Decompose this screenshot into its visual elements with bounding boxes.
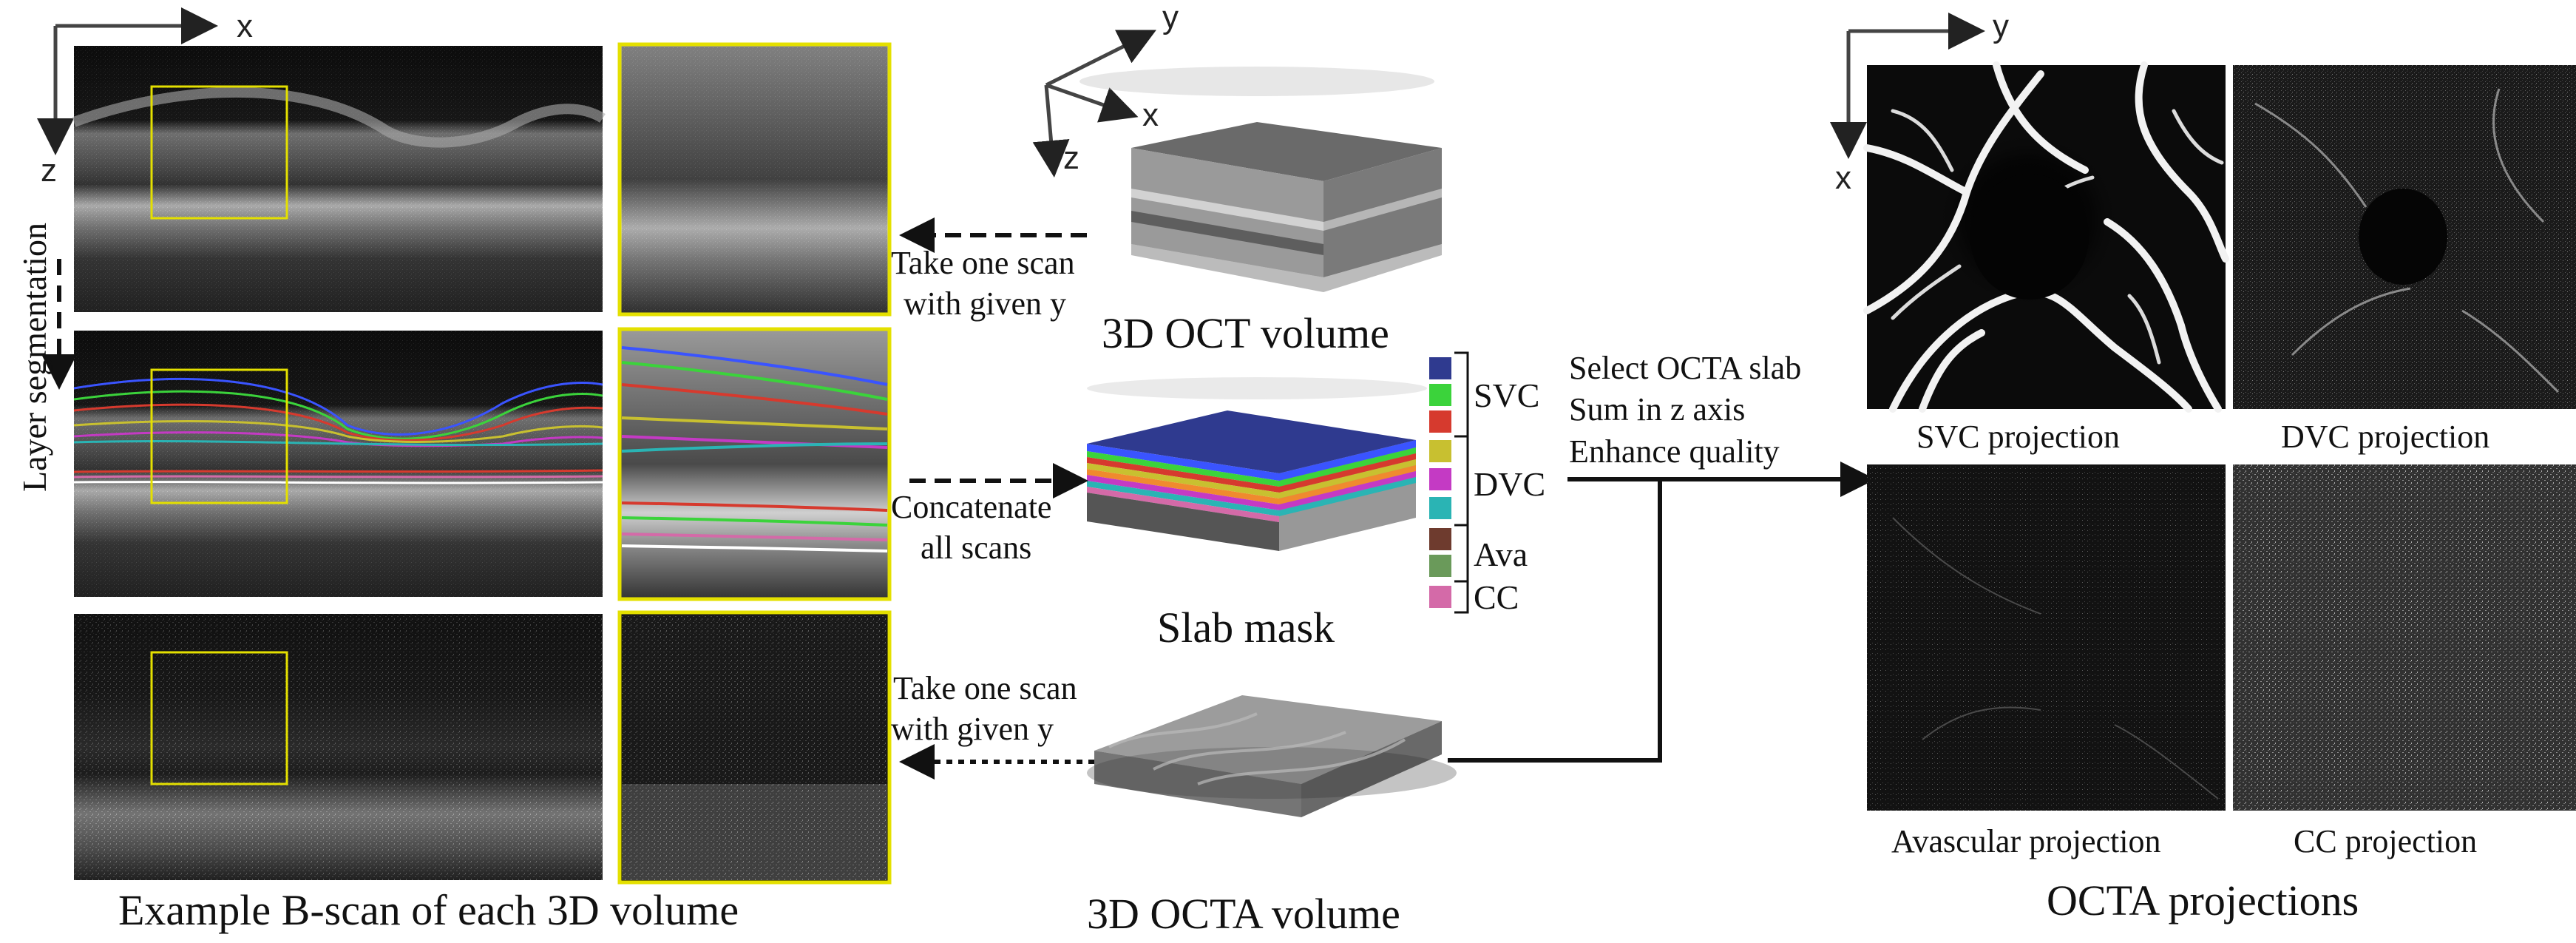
arrow1-line2: with given y — [904, 285, 1066, 322]
arrow2-line2: all scans — [921, 530, 1031, 566]
arrow-take-scan-octa: Take one scan with given y — [891, 670, 1094, 780]
arrow3-line2: with given y — [891, 711, 1054, 747]
left-axis-z-label: z — [41, 152, 57, 189]
process-step-2: Sum in z axis — [1569, 391, 1745, 427]
oct-volume-caption: 3D OCT volume — [1102, 309, 1389, 357]
legend-label-dvc: DVC — [1474, 465, 1545, 503]
avascular-projection-label: Avascular projection — [1891, 823, 2160, 859]
projection-axis-x-label: x — [1835, 160, 1851, 196]
dvc-projection-image — [2233, 65, 2576, 409]
legend-swatch-7 — [1429, 528, 1451, 550]
arrow2-line1: Concatenate — [891, 489, 1051, 525]
legend: SVC DVC Ava CC — [1429, 351, 1545, 616]
segmented-bscan — [73, 331, 603, 597]
slab-mask-volume — [1087, 377, 1427, 551]
layer-segmentation-annotation: Layer segmentation — [16, 223, 77, 492]
octa-bscan — [74, 614, 603, 880]
octa-bscan-zoom — [617, 610, 892, 885]
volume-axes: y x z — [1032, 0, 1179, 178]
legend-swatch-6 — [1429, 497, 1451, 519]
projection-axis-y-label: y — [1993, 8, 2009, 44]
dvc-projection-label: DVC projection — [2281, 419, 2489, 455]
legend-swatch-5 — [1429, 468, 1451, 490]
legend-label-ava: Ava — [1474, 535, 1528, 573]
legend-swatch-3 — [1429, 410, 1451, 433]
slab-mask-caption: Slab mask — [1157, 604, 1335, 652]
legend-swatch-1 — [1429, 357, 1451, 379]
volume-axis-z-label: z — [1063, 140, 1079, 176]
svc-projection-image — [1863, 61, 2229, 413]
legend-label-svc: SVC — [1474, 376, 1539, 414]
left-caption: Example B-scan of each 3D volume — [118, 886, 739, 934]
octa-volume — [1087, 695, 1457, 817]
arrow1-line1: Take one scan — [891, 245, 1075, 281]
projection-axes: y x — [1830, 8, 2009, 196]
process-step-1: Select OCTA slab — [1569, 350, 1801, 386]
avascular-projection-image — [1867, 464, 2226, 811]
layer-segmentation-label: Layer segmentation — [16, 223, 53, 492]
segmented-bscan-zoom — [617, 327, 892, 601]
arrow-concatenate: Concatenate all scans — [891, 463, 1088, 566]
process-steps: Select OCTA slab Sum in z axis Enhance q… — [1448, 350, 1876, 763]
cc-projection-image — [2233, 464, 2576, 811]
left-axes: x z — [37, 7, 253, 189]
arrow3-line1: Take one scan — [893, 670, 1077, 706]
left-axis-x-label: x — [237, 8, 253, 44]
legend-swatch-9 — [1429, 586, 1451, 608]
cc-projection-label: CC projection — [2294, 823, 2477, 859]
volume-axis-y-label: y — [1162, 0, 1179, 36]
projections-caption: OCTA projections — [2047, 876, 2359, 925]
oct-bscan — [72, 46, 606, 312]
octa-volume-caption: 3D OCTA volume — [1087, 890, 1400, 938]
legend-swatch-8 — [1429, 555, 1451, 577]
legend-label-cc: CC — [1474, 578, 1519, 616]
oct-bscan-zoom — [617, 42, 892, 317]
oct-volume — [1079, 67, 1442, 292]
legend-swatch-4 — [1429, 440, 1451, 462]
process-step-3: Enhance quality — [1569, 433, 1780, 470]
legend-swatch-2 — [1429, 384, 1451, 406]
volume-axis-x-label: x — [1142, 97, 1159, 133]
svc-projection-label: SVC projection — [1916, 419, 2120, 455]
arrow-take-scan-oct: Take one scan with given y — [891, 217, 1087, 322]
